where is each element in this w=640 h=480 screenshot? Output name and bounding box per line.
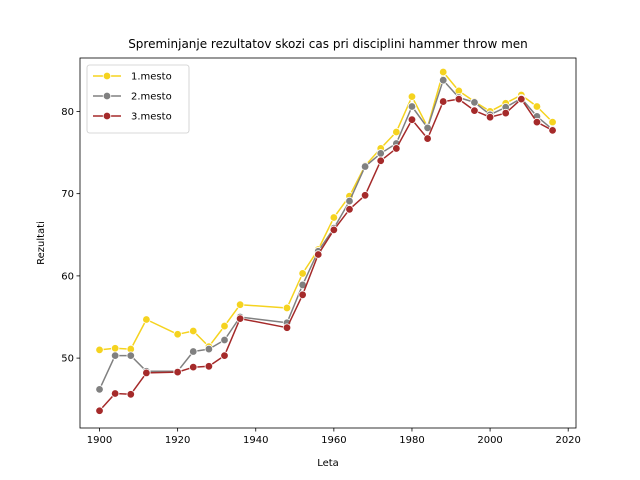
data-point	[407, 102, 417, 111]
data-point	[282, 303, 292, 313]
data-point	[470, 98, 479, 107]
data-point	[95, 385, 104, 394]
data-point	[220, 351, 229, 360]
data-point	[110, 351, 120, 360]
legend-item: 2.mesto	[93, 92, 172, 103]
data-point	[95, 345, 104, 355]
data-point	[360, 191, 370, 200]
x-tick-label: 2020	[555, 435, 580, 446]
data-point	[189, 326, 198, 336]
data-point	[189, 362, 198, 372]
y-axis-label: Rezultati	[36, 221, 47, 265]
axes-frame	[79, 57, 577, 429]
y-tick-label: 70	[61, 189, 74, 200]
data-point	[360, 162, 370, 171]
y-tick-label: 50	[61, 354, 74, 365]
data-point	[532, 102, 542, 111]
data-point	[329, 225, 339, 235]
legend-item: 3.mesto	[93, 112, 172, 123]
data-point	[485, 112, 495, 122]
x-tick-label: 1900	[87, 435, 112, 446]
data-point	[173, 330, 182, 339]
data-point	[220, 321, 229, 331]
data-point	[220, 335, 229, 345]
data-point	[110, 389, 120, 398]
data-point	[142, 315, 151, 324]
data-point	[548, 126, 557, 135]
data-point	[314, 250, 323, 259]
data-point	[95, 406, 104, 415]
data-point	[345, 196, 354, 206]
legend-label: 2.mesto	[131, 92, 172, 103]
data-point	[376, 156, 385, 165]
data-point	[407, 92, 417, 101]
data-point	[173, 367, 182, 377]
data-point	[142, 368, 151, 378]
x-tick-label: 1980	[399, 435, 424, 446]
data-point	[423, 134, 432, 143]
legend-marker	[102, 91, 112, 101]
data-point	[439, 67, 448, 77]
data-point	[376, 149, 385, 158]
x-tick-label: 1920	[165, 435, 190, 446]
legend-item: 1.mesto	[93, 72, 172, 83]
plot-area	[95, 67, 557, 415]
data-point	[454, 94, 464, 104]
data-point	[392, 144, 401, 153]
legend-label: 1.mesto	[131, 72, 172, 83]
data-point	[126, 351, 135, 360]
y-tick-label: 80	[61, 107, 74, 118]
legend-marker	[102, 111, 112, 121]
y-tick-label: 60	[61, 271, 74, 282]
legend: 1.mesto 2.mesto 3.mesto	[86, 64, 190, 134]
data-point	[110, 344, 120, 353]
data-point	[439, 97, 448, 106]
x-tick-label: 2000	[477, 435, 502, 446]
data-point	[345, 205, 354, 214]
data-point	[439, 75, 448, 85]
chart-title: Spreminjanje rezultatov skozi cas pri di…	[128, 37, 528, 51]
data-point	[189, 347, 198, 356]
data-point	[282, 323, 292, 332]
data-point	[204, 362, 214, 371]
data-point	[548, 117, 557, 127]
data-point	[532, 117, 542, 127]
data-point	[126, 390, 135, 399]
data-point	[407, 115, 417, 124]
x-tick-label: 1940	[243, 435, 268, 446]
x-tick-label: 1960	[321, 435, 346, 446]
data-point	[470, 106, 479, 115]
legend-label: 3.mesto	[131, 112, 172, 123]
data-point	[517, 94, 526, 104]
data-point	[204, 344, 214, 354]
data-point	[298, 290, 307, 299]
data-point	[235, 314, 245, 323]
data-point	[392, 127, 401, 137]
axis-ticks: 1900 1920 1940 1960 1980 2000 2020 50 60 70 80	[61, 107, 581, 446]
data-point	[329, 213, 339, 222]
data-point	[501, 108, 510, 118]
x-axis-label: Leta	[317, 458, 339, 469]
data-point	[298, 269, 307, 278]
data-point	[235, 300, 245, 309]
series-3.mesto	[95, 94, 557, 415]
legend-marker	[102, 71, 112, 81]
